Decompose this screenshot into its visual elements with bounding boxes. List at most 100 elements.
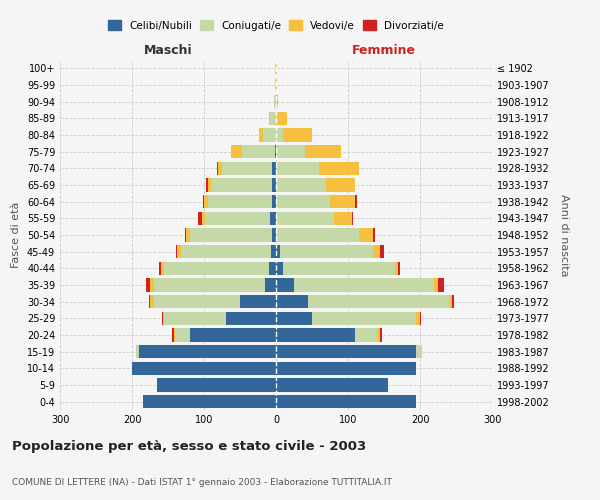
Bar <box>160 262 161 275</box>
Bar <box>434 278 438 291</box>
Bar <box>154 295 240 308</box>
Bar <box>270 112 276 125</box>
Bar <box>271 245 276 258</box>
Bar <box>132 362 276 375</box>
Bar <box>164 312 226 325</box>
Bar <box>449 295 452 308</box>
Bar <box>161 312 163 325</box>
Bar <box>202 212 205 225</box>
Bar <box>272 228 276 241</box>
Bar <box>269 112 270 125</box>
Bar <box>181 245 271 258</box>
Bar <box>150 278 154 291</box>
Bar <box>136 345 139 358</box>
Bar <box>276 328 355 342</box>
Bar <box>217 162 218 175</box>
Bar <box>275 145 276 158</box>
Bar <box>276 228 359 241</box>
Bar <box>276 128 283 141</box>
Bar <box>276 245 280 258</box>
Bar <box>276 162 319 175</box>
Bar <box>395 262 398 275</box>
Bar <box>308 295 449 308</box>
Bar <box>206 178 208 192</box>
Bar <box>355 328 377 342</box>
Bar <box>276 62 277 75</box>
Bar <box>198 212 202 225</box>
Bar <box>334 212 352 225</box>
Bar <box>186 228 190 241</box>
Bar <box>283 262 395 275</box>
Y-axis label: Fasce di età: Fasce di età <box>11 202 21 268</box>
Bar <box>211 178 272 192</box>
Bar <box>139 345 276 358</box>
Bar <box>240 295 276 308</box>
Bar <box>380 245 384 258</box>
Bar <box>275 62 276 75</box>
Bar <box>373 228 374 241</box>
Bar <box>242 145 275 158</box>
Legend: Celibi/Nubili, Coniugati/e, Vedovi/e, Divorziati/e: Celibi/Nubili, Coniugati/e, Vedovi/e, Di… <box>104 16 448 35</box>
Bar <box>259 128 263 141</box>
Bar <box>355 195 356 208</box>
Bar <box>280 245 373 258</box>
Bar <box>380 328 382 342</box>
Bar <box>222 162 272 175</box>
Bar <box>276 378 388 392</box>
Bar <box>204 195 208 208</box>
Y-axis label: Anni di nascita: Anni di nascita <box>559 194 569 276</box>
Bar <box>143 395 276 408</box>
Bar <box>276 395 416 408</box>
Bar <box>232 145 242 158</box>
Bar <box>185 228 186 241</box>
Bar <box>276 195 330 208</box>
Bar <box>276 78 277 92</box>
Bar <box>272 178 276 192</box>
Text: Maschi: Maschi <box>143 44 193 57</box>
Bar <box>269 262 276 275</box>
Bar <box>276 212 334 225</box>
Bar <box>149 295 150 308</box>
Bar <box>359 228 373 241</box>
Bar <box>172 328 174 342</box>
Bar <box>265 278 276 291</box>
Bar <box>178 245 181 258</box>
Bar <box>203 195 204 208</box>
Bar <box>312 312 416 325</box>
Bar <box>416 312 420 325</box>
Bar <box>146 278 150 291</box>
Text: Femmine: Femmine <box>352 44 416 57</box>
Bar <box>164 262 269 275</box>
Bar <box>161 262 164 275</box>
Bar <box>205 212 270 225</box>
Bar <box>275 78 276 92</box>
Bar <box>208 195 272 208</box>
Bar <box>398 262 400 275</box>
Bar <box>438 278 444 291</box>
Bar <box>190 228 272 241</box>
Bar <box>276 112 287 125</box>
Bar <box>330 195 355 208</box>
Bar <box>319 162 359 175</box>
Bar <box>352 212 353 225</box>
Bar <box>163 312 164 325</box>
Bar <box>373 245 380 258</box>
Text: COMUNE DI LETTERE (NA) - Dati ISTAT 1° gennaio 2003 - Elaborazione TUTTITALIA.IT: COMUNE DI LETTERE (NA) - Dati ISTAT 1° g… <box>12 478 392 487</box>
Bar <box>218 162 222 175</box>
Bar <box>208 178 211 192</box>
Bar <box>150 295 154 308</box>
Bar <box>157 378 276 392</box>
Bar <box>272 195 276 208</box>
Bar <box>174 328 175 342</box>
Bar <box>175 328 190 342</box>
Bar <box>190 328 276 342</box>
Bar <box>263 128 276 141</box>
Bar <box>326 178 355 192</box>
Text: Popolazione per età, sesso e stato civile - 2003: Popolazione per età, sesso e stato civil… <box>12 440 366 453</box>
Bar <box>276 262 283 275</box>
Bar <box>154 278 265 291</box>
Bar <box>276 95 278 108</box>
Bar <box>276 145 305 158</box>
Bar <box>452 295 454 308</box>
Bar <box>283 128 312 141</box>
